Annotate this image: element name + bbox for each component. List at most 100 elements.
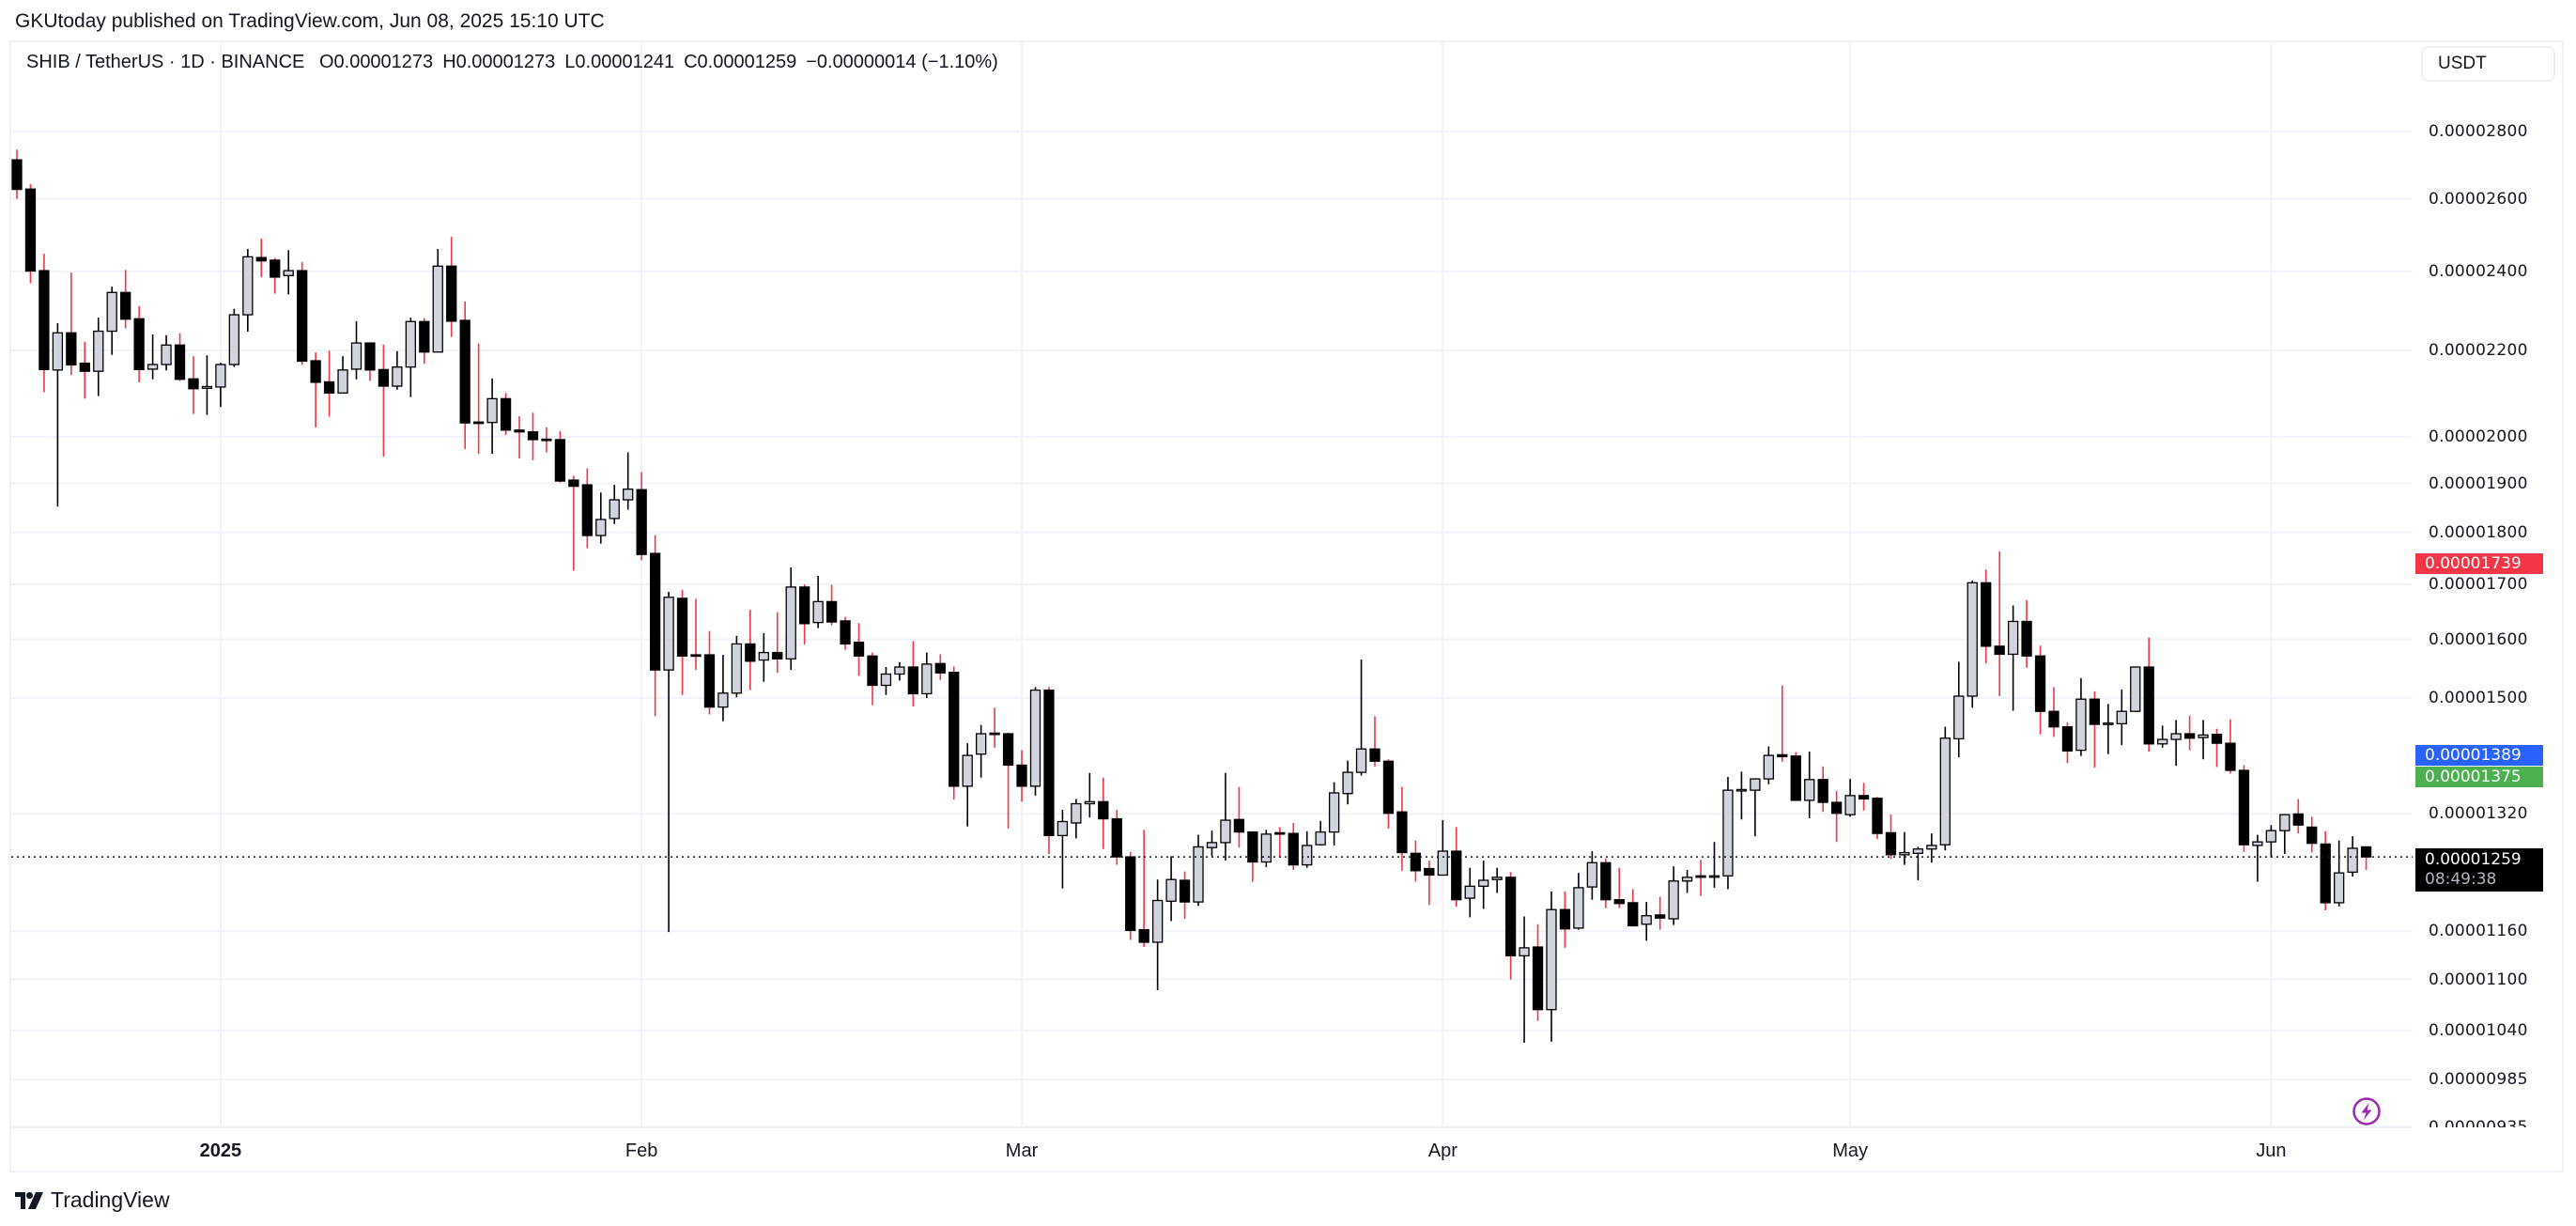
candle-down (1098, 777, 1109, 849)
candle-up (1668, 866, 1679, 925)
price-tick-label: 0.00001800 (2429, 522, 2528, 542)
candle-down (2225, 719, 2236, 774)
candle-body (1641, 915, 1652, 925)
candle-body (1532, 946, 1544, 1011)
candle-up (215, 363, 226, 408)
candle-body (772, 651, 783, 660)
candle-up (785, 567, 796, 671)
currency-button[interactable]: USDT (2421, 46, 2555, 82)
candle-down (825, 584, 838, 626)
candle-body (1424, 867, 1435, 877)
candle-body (270, 259, 281, 278)
candle-body (106, 291, 117, 333)
candle-up (1804, 751, 1815, 818)
candle-down (2143, 637, 2154, 752)
candle-body (1926, 845, 1937, 850)
candle-down (1016, 750, 1027, 802)
candle-down (2360, 846, 2372, 871)
candle-up (976, 724, 987, 778)
candles (11, 149, 2372, 1043)
candle-body (11, 159, 23, 191)
candle-body (472, 421, 485, 425)
candle-down (1994, 551, 2005, 697)
candle-down (703, 630, 716, 715)
candle-body (1844, 795, 1856, 815)
candle-body (853, 641, 865, 657)
candle-up (1763, 746, 1774, 784)
candle-body (1817, 779, 1828, 803)
candle-down (24, 184, 37, 284)
candle-body (880, 673, 892, 687)
price-tick-label: 0.00001900 (2429, 473, 2528, 493)
candle-down (1274, 827, 1286, 858)
candle-body (133, 318, 145, 371)
lightning-bolt-icon[interactable] (2352, 1096, 2382, 1126)
candle-body (432, 265, 443, 353)
symbol-legend: SHIB / TetherUS · 1D · BINANCE O0.000012… (26, 52, 1008, 73)
candle-down (1695, 860, 1706, 896)
candle-up (1342, 760, 1353, 805)
candle-body (1981, 582, 1992, 647)
candle-down (1872, 797, 1883, 840)
candle-body (609, 499, 620, 520)
candle-body (623, 489, 634, 501)
candle-up (1735, 771, 1748, 820)
candle-up (1899, 831, 1910, 865)
candle-up (663, 592, 674, 933)
price-tick-label: 0.00001100 (2429, 970, 2528, 989)
price-tick-label: 0.00000985 (2429, 1070, 2528, 1090)
time-tick-label: May (1832, 1141, 1868, 1161)
candle-down (255, 239, 267, 277)
candle-up (2116, 689, 2127, 746)
candle-up (147, 334, 159, 380)
candle-body (283, 270, 294, 276)
candle-up (432, 249, 443, 353)
candle-down (1885, 815, 1897, 860)
candle-body (1912, 848, 1924, 854)
price-tick-label: 0.00002200 (2429, 340, 2528, 360)
candle-down (2034, 645, 2046, 735)
candle-down (1600, 858, 1612, 908)
candle-body (392, 366, 403, 387)
candle-body (934, 662, 946, 674)
candle-down (1233, 786, 1245, 848)
price-axis[interactable]: 0.00002800 0.00002600 0.00002400 0.00002200… (2414, 40, 2562, 1127)
candle-body (52, 332, 64, 371)
candle-body (2360, 846, 2372, 858)
candle-down (2089, 691, 2101, 768)
candle-body (812, 600, 824, 624)
candle-body (1681, 877, 1693, 882)
candle-down (676, 589, 688, 695)
candle-down (1504, 872, 1517, 980)
candle-up (717, 655, 729, 722)
change-value: −0.00000014 (−1.10%) (806, 52, 998, 72)
candle-up (758, 632, 769, 682)
candle-body (541, 438, 552, 442)
candle-body (1193, 846, 1204, 903)
candle-up (52, 322, 64, 507)
candle-up (2130, 666, 2141, 712)
candle-body (242, 256, 254, 316)
candle-body (228, 314, 240, 365)
candle-body (989, 732, 1000, 736)
grid-lines (11, 42, 2413, 1128)
candle-body (1369, 748, 1381, 762)
candle-up (1478, 860, 1489, 909)
candle-down (527, 412, 539, 460)
candle-body (1735, 788, 1748, 792)
high-value: H0.00001273 (442, 52, 556, 72)
candle-body (636, 489, 647, 555)
candle-body (2021, 620, 2032, 657)
candle-body (840, 620, 851, 645)
tradingview-logo[interactable]: TradingView (15, 1187, 170, 1213)
candle-body (378, 368, 390, 387)
candle-body (161, 344, 172, 365)
publish-info: GKUtoday published on TradingView.com, J… (15, 10, 605, 32)
price-tick-label: 0.00001700 (2429, 575, 2528, 595)
candle-up (1573, 873, 1584, 930)
candle-body (1098, 800, 1109, 820)
candle-down (541, 427, 552, 453)
candle-body (1519, 947, 1530, 957)
symbol-name[interactable]: SHIB / TetherUS · 1D · BINANCE (26, 52, 305, 72)
